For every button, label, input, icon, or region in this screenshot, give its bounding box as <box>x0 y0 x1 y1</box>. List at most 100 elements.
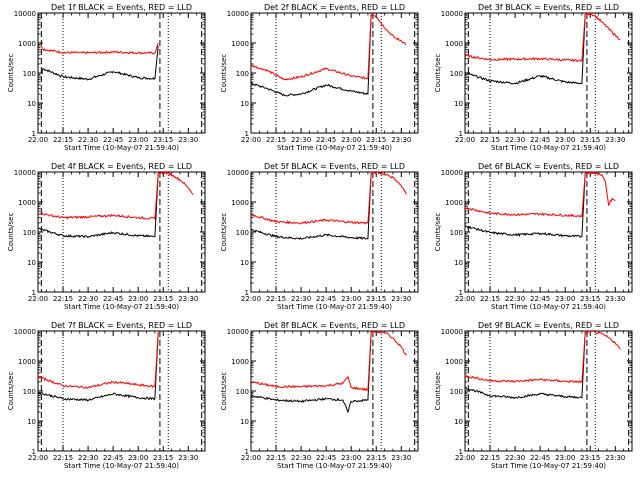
y-tick-label: 100 <box>450 70 463 78</box>
y-tick-label: 1000 <box>18 358 36 366</box>
y-tick-label: 1000 <box>231 358 249 366</box>
x-tick-label: 22:30 <box>505 454 525 462</box>
y-tick-label: 1 <box>459 448 463 456</box>
data-series-line <box>251 332 372 414</box>
chart-title: Det 3f BLACK = Events, RED = LLD <box>478 3 619 12</box>
x-tick-label: 23:30 <box>605 136 625 144</box>
y-axis-label: Counts/sec <box>220 372 228 411</box>
x-axis-label: Start Time (10-May-07 21:59:40) <box>491 144 606 152</box>
y-tick-label: 10000 <box>441 169 463 177</box>
x-tick-label: 23:00 <box>341 454 361 462</box>
y-tick-label: 1000 <box>445 358 463 366</box>
y-tick-label: 100 <box>236 229 249 237</box>
x-tick-label: 23:00 <box>555 454 575 462</box>
chart-title: Det 5f BLACK = Events, RED = LLD <box>264 162 405 171</box>
x-tick-label: 22:15 <box>480 454 500 462</box>
y-tick-label: 10 <box>240 100 249 108</box>
data-series-line <box>38 173 159 239</box>
x-tick-label: 23:15 <box>153 136 173 144</box>
y-tick-label: 1000 <box>445 40 463 48</box>
x-tick-label: 23:15 <box>153 454 173 462</box>
y-axis-label: Counts/sec <box>434 54 442 93</box>
x-tick-label: 23:15 <box>366 136 386 144</box>
y-axis-label: Counts/sec <box>220 54 228 93</box>
x-tick-label: 22:00 <box>455 295 475 303</box>
y-tick-label: 10000 <box>441 10 463 18</box>
data-series-line <box>465 332 586 400</box>
x-tick-label: 23:30 <box>605 295 625 303</box>
x-tick-label: 22:15 <box>53 295 73 303</box>
data-series-line <box>465 331 621 384</box>
y-axis-label: Counts/sec <box>7 54 15 93</box>
y-tick-label: 1000 <box>231 199 249 207</box>
chart-title: Det 7f BLACK = Events, RED = LLD <box>51 321 192 330</box>
y-tick-label: 100 <box>450 388 463 396</box>
x-tick-label: 23:30 <box>178 454 198 462</box>
data-series-line <box>465 13 621 63</box>
x-tick-label: 22:15 <box>266 454 286 462</box>
x-tick-label: 23:30 <box>391 136 411 144</box>
chart-title: Det 9f BLACK = Events, RED = LLD <box>478 321 619 330</box>
y-tick-label: 10000 <box>227 169 249 177</box>
x-tick-label: 22:00 <box>241 136 261 144</box>
data-series-line <box>38 332 159 389</box>
x-tick-label: 22:30 <box>505 136 525 144</box>
x-tick-label: 22:15 <box>53 136 73 144</box>
x-tick-label: 22:45 <box>530 136 550 144</box>
y-tick-label: 1000 <box>231 40 249 48</box>
x-tick-label: 23:30 <box>605 454 625 462</box>
x-tick-label: 23:30 <box>178 136 198 144</box>
x-tick-label: 22:30 <box>291 454 311 462</box>
x-tick-label: 22:30 <box>78 454 98 462</box>
x-tick-label: 22:30 <box>291 295 311 303</box>
y-tick-label: 10 <box>240 259 249 267</box>
y-tick-label: 100 <box>236 70 249 78</box>
y-tick-label: 1 <box>245 130 249 138</box>
x-tick-label: 23:30 <box>178 295 198 303</box>
y-tick-label: 1 <box>32 130 36 138</box>
y-axis-label: Counts/sec <box>434 372 442 411</box>
x-axis-label: Start Time (10-May-07 21:59:40) <box>277 303 392 311</box>
y-tick-label: 10 <box>454 418 463 426</box>
y-tick-label: 10 <box>27 418 36 426</box>
y-tick-label: 1 <box>245 448 249 456</box>
x-tick-label: 22:45 <box>316 295 336 303</box>
x-axis-label: Start Time (10-May-07 21:59:40) <box>64 462 179 470</box>
x-tick-label: 22:15 <box>266 136 286 144</box>
chart-title: Det 4f BLACK = Events, RED = LLD <box>51 162 192 171</box>
x-tick-label: 22:45 <box>316 136 336 144</box>
y-tick-label: 1000 <box>18 199 36 207</box>
x-tick-label: 22:30 <box>78 295 98 303</box>
y-tick-label: 100 <box>450 229 463 237</box>
x-tick-label: 22:30 <box>505 295 525 303</box>
y-tick-label: 10 <box>240 418 249 426</box>
x-tick-label: 23:15 <box>580 136 600 144</box>
y-tick-label: 10000 <box>441 328 463 336</box>
data-series-line <box>465 14 586 85</box>
x-axis-label: Start Time (10-May-07 21:59:40) <box>277 462 392 470</box>
x-tick-label: 23:00 <box>128 295 148 303</box>
x-tick-label: 22:00 <box>241 454 261 462</box>
x-tick-label: 22:00 <box>241 295 261 303</box>
data-series-line <box>251 172 407 225</box>
data-series-line <box>465 172 616 218</box>
x-tick-label: 23:30 <box>391 295 411 303</box>
data-series-line <box>251 331 407 392</box>
y-tick-label: 10000 <box>14 328 36 336</box>
x-tick-label: 22:00 <box>455 454 475 462</box>
x-tick-label: 23:00 <box>128 454 148 462</box>
data-series-line <box>38 332 159 402</box>
y-tick-label: 10 <box>27 259 36 267</box>
data-series-line <box>40 42 159 55</box>
x-tick-label: 22:00 <box>28 454 48 462</box>
x-tick-label: 23:30 <box>391 454 411 462</box>
x-tick-label: 23:00 <box>341 295 361 303</box>
x-axis-label: Start Time (10-May-07 21:59:40) <box>491 462 606 470</box>
data-series-line <box>251 13 407 81</box>
x-tick-label: 23:15 <box>153 295 173 303</box>
x-tick-label: 22:45 <box>530 454 550 462</box>
y-tick-label: 100 <box>23 388 36 396</box>
chart-panel: Det 6f BLACK = Events, RED = LLD 1 10 100 10… <box>434 162 633 311</box>
chart-panel: Det 4f BLACK = Events, RED = LLD 1 10 100 10… <box>7 162 206 311</box>
